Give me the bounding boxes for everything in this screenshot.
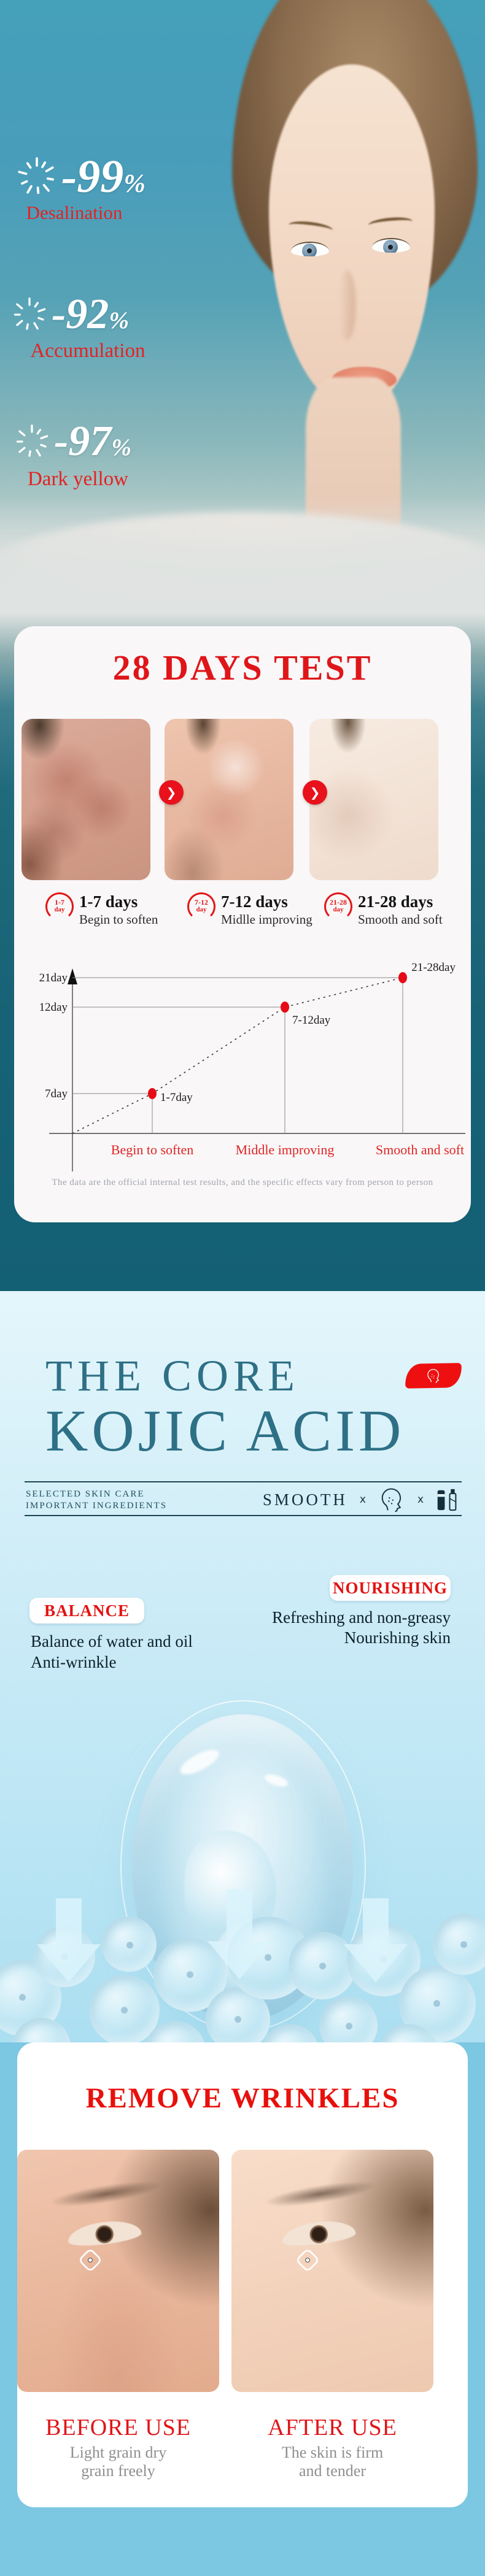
point-label-21-28day: 21-28day (411, 961, 456, 974)
before-use-caption: grain freely (81, 2462, 155, 2480)
x-label-middle: Middle improving (236, 1142, 335, 1157)
improvement-line-chart: 21day 12day 7day 1-7day 7-12day 21-28day… (39, 961, 465, 1171)
progress-arrow-icon: ❯ (303, 780, 327, 805)
stage-day-badge-icon: 7-12 day (187, 892, 215, 921)
progress-arrow-icon: ❯ (159, 780, 184, 805)
smooth-label: SMOOTH (262, 1490, 347, 1509)
cosmetic-tubes-icon (437, 1489, 457, 1511)
starburst-icon (18, 157, 55, 194)
after-use-caption: The skin is firm (281, 2444, 384, 2461)
stage-3: 21-28 day 21-28 days Smooth and soft (324, 892, 443, 927)
days-test-section: 28 DAYS TEST ❯ ❯ 1-7 day 1-7 days Begin … (0, 613, 485, 1291)
divider (25, 1481, 462, 1482)
after-use-title: AFTER USE (268, 2415, 397, 2440)
balance-badge: BALANCE (29, 1598, 144, 1623)
days-test-title: 28 DAYS TEST (112, 648, 373, 688)
multiply-sign: x (417, 1493, 424, 1506)
stage-title: 21-28 days (358, 892, 433, 911)
brand-ribbon-badge (405, 1363, 462, 1389)
water-drop (89, 1975, 160, 2042)
test-footnote: The data are the official internal test … (52, 1178, 433, 1187)
photo-eyebrow (264, 2177, 377, 2211)
photo-eye (281, 2217, 357, 2249)
stat-label: Dark yellow (27, 468, 129, 490)
stage-subtitle: Midlle improving (221, 912, 312, 927)
water-drop (319, 1996, 378, 2042)
stage-subtitle: Smooth and soft (358, 912, 443, 927)
tagline: SELECTED SKIN CARE IMPORTANT INGREDIENTS (26, 1489, 168, 1511)
benefit-formula-row: SMOOTH x x (263, 1486, 458, 1513)
y-tick-7day: 7day (45, 1087, 68, 1100)
multiply-sign: x (359, 1493, 366, 1506)
hero-section: -99% Desalination (0, 0, 485, 647)
stat-accumulation: -92% Accumulation (11, 293, 165, 362)
stat-dark-yellow: -97% Dark yellow (14, 420, 142, 490)
before-use-photo (17, 2150, 219, 2392)
hero-haze (0, 497, 485, 619)
focus-target-icon (76, 2245, 105, 2275)
x-label-begin: Begin to soften (111, 1142, 193, 1157)
remove-wrinkles-section: REMOVE WRINKLES BEFORE USE Light g (0, 2042, 485, 2576)
y-tick-21day: 21day (39, 972, 68, 984)
remove-wrinkles-title: REMOVE WRINKLES (85, 2082, 400, 2114)
stat-label: Accumulation (30, 340, 146, 362)
water-drop (101, 1917, 157, 1972)
model-face (269, 64, 435, 411)
face-logo-icon (427, 1369, 440, 1383)
x-label-smooth: Smooth and soft (376, 1142, 464, 1157)
divider (25, 1515, 462, 1516)
stage-subtitle: Begin to soften (79, 912, 158, 927)
test-photo-week4 (309, 719, 438, 880)
stage-2: 7-12 day 7-12 days Midlle improving (187, 892, 312, 927)
nourishing-text: Refreshing and non-greasy (272, 1608, 451, 1627)
model-eye-left (291, 242, 329, 256)
nourishing-badge: NOURISHING (330, 1575, 451, 1601)
stat-value: -97% (54, 418, 131, 465)
water-drop (433, 1914, 485, 1975)
after-use-caption: and tender (298, 2462, 366, 2480)
core-title-line2: KOJIC ACID (45, 1398, 405, 1463)
photo-eye (66, 2217, 142, 2249)
before-use-caption: Light grain dry (69, 2444, 167, 2461)
starburst-icon (16, 424, 49, 457)
model-iris (302, 243, 317, 256)
stage-title: 7-12 days (221, 892, 288, 911)
focus-target-icon (293, 2245, 322, 2275)
stat-value: -99% (61, 151, 146, 202)
point-label-1-7day: 1-7day (160, 1091, 193, 1104)
stat-label: Desalination (26, 202, 123, 223)
model-nose-shadow (338, 270, 356, 340)
photo-eyebrow (50, 2177, 163, 2211)
stage-1: 1-7 day 1-7 days Begin to soften (45, 892, 158, 927)
stat-value: -92% (52, 291, 129, 338)
model-iris (383, 240, 398, 253)
point-label-7-12day: 7-12day (292, 1014, 331, 1027)
before-use-title: BEFORE USE (45, 2415, 191, 2440)
core-title-line1: THE CORE (45, 1351, 300, 1400)
model-eye-right (372, 238, 410, 253)
stage-day-badge-icon: 21-28 day (324, 892, 352, 921)
test-photo-week2 (165, 719, 293, 880)
stage-title: 1-7 days (79, 892, 138, 911)
starburst-icon (14, 297, 46, 330)
test-photo-week1 (21, 719, 150, 880)
after-use-photo (231, 2150, 433, 2392)
core-ingredient-section: THE CORE KOJIC ACID SELECTED SKIN CARE I… (0, 1291, 485, 2042)
nourishing-text: Nourishing skin (344, 1628, 451, 1647)
y-tick-12day: 12day (39, 1001, 68, 1014)
stage-day-badge-icon: 1-7 day (45, 892, 74, 921)
stat-desalination: -99% Desalination (16, 153, 146, 223)
balance-text: Anti-wrinkle (31, 1653, 117, 1671)
model-pupil (388, 245, 393, 250)
model-pupil (307, 248, 312, 253)
balance-text: Balance of water and oil (31, 1632, 193, 1650)
clear-skin-face-icon (381, 1488, 402, 1512)
